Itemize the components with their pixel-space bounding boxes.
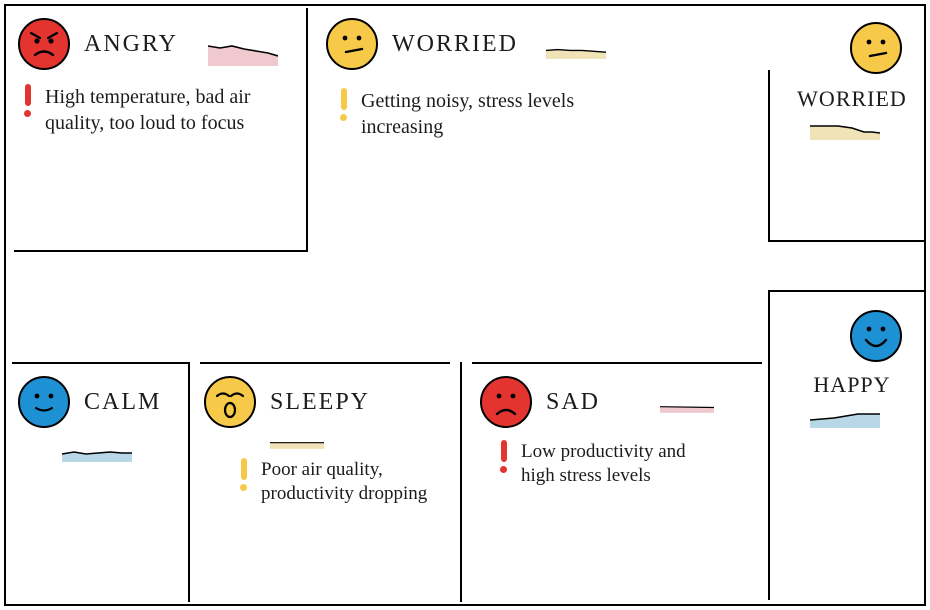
alert-icon bbox=[240, 458, 247, 491]
alert-sad-text: Low productivity and high stress levels bbox=[521, 440, 721, 488]
alert-sleepy-text: Poor air quality, productivity dropping bbox=[261, 458, 431, 506]
face-sleepy-icon bbox=[204, 376, 256, 428]
spark-angry-icon bbox=[208, 40, 278, 66]
card-worried-title: WORRIED bbox=[392, 31, 518, 58]
card-happy-title: HAPPY bbox=[813, 372, 890, 398]
face-sad-icon bbox=[480, 376, 532, 428]
spark-sad-icon bbox=[660, 396, 714, 422]
card-angry: ANGRY High temperature, bad air quality,… bbox=[18, 18, 306, 136]
card-sleepy-title: SLEEPY bbox=[270, 389, 370, 416]
spark-sleepy-icon bbox=[270, 432, 324, 458]
spark-happy-icon bbox=[810, 404, 880, 430]
face-angry-icon bbox=[18, 18, 70, 70]
alert-sleepy: Poor air quality, productivity dropping bbox=[204, 458, 454, 506]
card-calm: CALM bbox=[18, 376, 188, 468]
card-sleepy: SLEEPY Poor air quality, productivity dr… bbox=[204, 376, 454, 506]
alert-worried: Getting noisy, stress levels increasing bbox=[326, 88, 756, 140]
alert-icon bbox=[340, 88, 347, 121]
spark-calm-icon bbox=[62, 438, 132, 464]
alert-sad: Low productivity and high stress levels bbox=[480, 440, 760, 488]
face-happy-icon bbox=[850, 310, 902, 362]
card-calm-title: CALM bbox=[84, 389, 161, 416]
card-sad-title: SAD bbox=[546, 389, 600, 416]
card-worried: WORRIED Getting noisy, stress levels inc… bbox=[326, 18, 756, 140]
card-happy: HAPPY bbox=[782, 310, 922, 434]
card-sad: SAD Low productivity and high stress lev… bbox=[480, 376, 760, 488]
alert-icon bbox=[500, 440, 507, 473]
card-worried-side: WORRIED bbox=[782, 22, 922, 148]
alert-worried-text: Getting noisy, stress levels increasing bbox=[361, 88, 661, 140]
alert-angry-text: High temperature, bad air quality, too l… bbox=[45, 84, 305, 136]
card-angry-title: ANGRY bbox=[84, 31, 178, 58]
face-worried-side-icon bbox=[850, 22, 902, 74]
face-worried-icon bbox=[326, 18, 378, 70]
card-worried-side-title: WORRIED bbox=[797, 86, 907, 112]
spark-worried-side-icon bbox=[810, 118, 880, 144]
alert-icon bbox=[24, 84, 31, 117]
face-calm-icon bbox=[18, 376, 70, 428]
spark-worried-icon bbox=[546, 40, 606, 66]
alert-angry: High temperature, bad air quality, too l… bbox=[18, 84, 306, 136]
